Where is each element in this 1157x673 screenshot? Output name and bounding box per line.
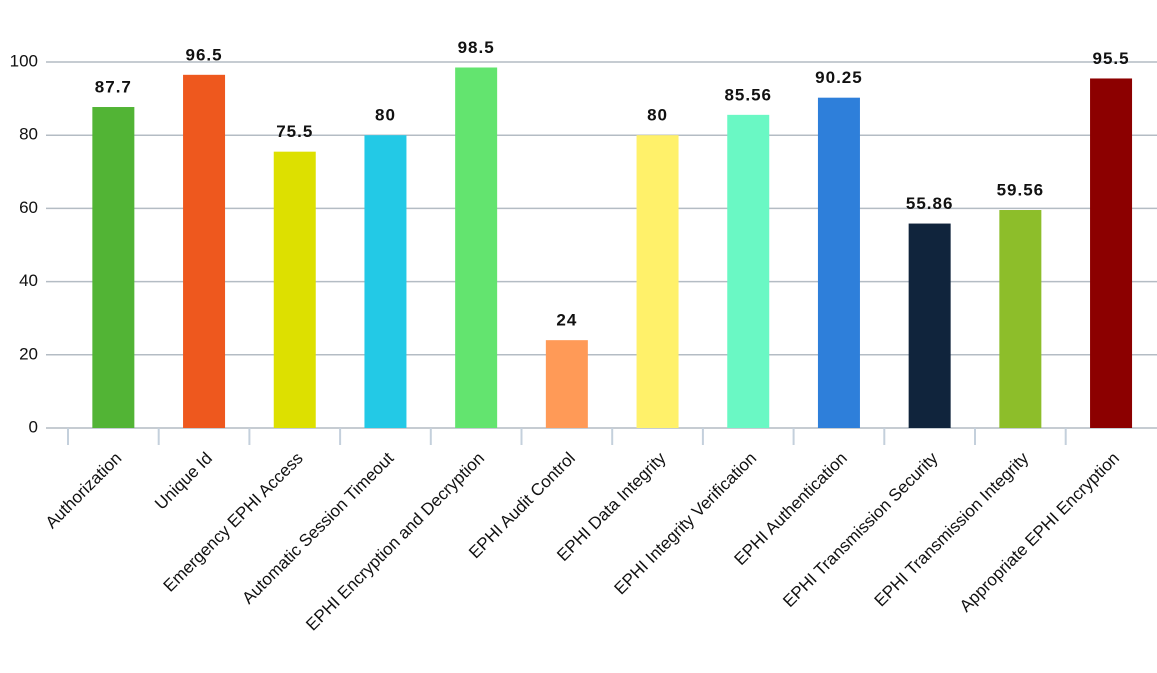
value-label: 98.5 (458, 38, 495, 57)
value-label: 80 (647, 106, 668, 125)
x-tick-label: EPHI Transmission Integrity (871, 448, 1033, 610)
bar (183, 74, 226, 428)
bar (999, 210, 1042, 428)
value-label: 80 (375, 106, 396, 125)
bar (1090, 78, 1133, 428)
x-tick-label: EPHI Transmission Security (779, 448, 942, 611)
bar (636, 135, 679, 428)
bar (92, 107, 135, 428)
value-label: 24 (556, 311, 577, 330)
x-tick-label: EPHI Encryption and Decryption (302, 449, 488, 635)
bar (908, 223, 951, 428)
value-label: 95.5 (1093, 49, 1130, 68)
y-tick-label: 60 (19, 198, 38, 217)
y-tick-label: 0 (29, 417, 38, 436)
y-tick-label: 20 (19, 344, 38, 363)
value-label: 75.5 (276, 122, 313, 141)
y-tick-label: 80 (19, 125, 38, 144)
bar (455, 67, 498, 429)
y-tick-label: 100 (10, 51, 38, 70)
value-label: 90.25 (815, 68, 863, 87)
bar (727, 114, 770, 428)
x-tick-label: Authorization (42, 449, 126, 533)
value-label: 59.56 (997, 180, 1045, 199)
y-tick-label: 40 (19, 271, 38, 290)
x-tick-label: Appropriate EPHI Encryption (956, 449, 1123, 616)
bar (364, 135, 407, 428)
bar (545, 340, 588, 428)
bar (273, 151, 316, 429)
value-label: 85.56 (724, 85, 772, 104)
value-label: 55.86 (906, 194, 954, 213)
x-tick-label: Unique Id (151, 449, 216, 514)
value-label: 96.5 (186, 45, 223, 64)
x-tick-label: Automatic Session Timeout (238, 448, 397, 607)
bar (817, 97, 860, 428)
value-label: 87.7 (95, 78, 132, 97)
